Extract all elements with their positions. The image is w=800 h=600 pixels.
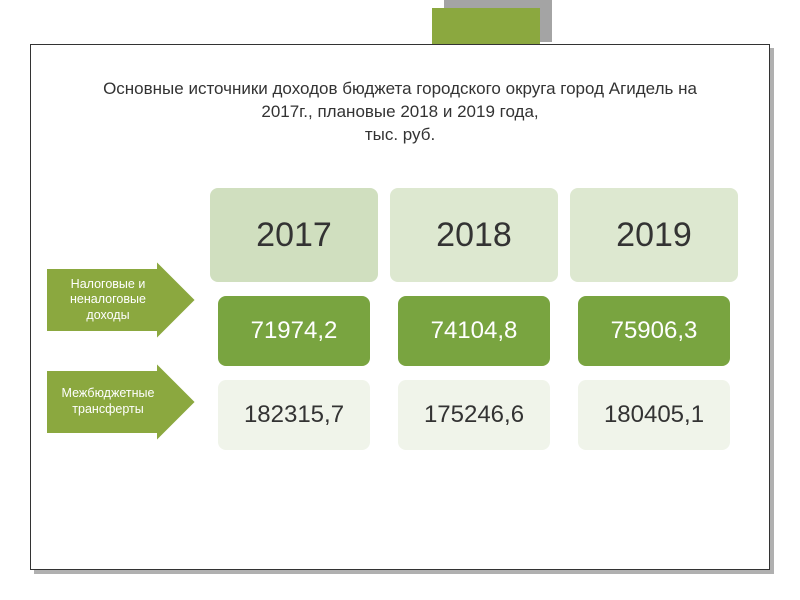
column-2019: 2019 75906,3 180405,1: [570, 188, 738, 450]
arrow-label-1: Налоговые и неналоговые доходы: [54, 260, 162, 340]
title-line-2: 2017г., плановые 2018 и 2019 года,: [261, 102, 538, 121]
corner-decoration: [432, 0, 552, 50]
year-header: 2017: [210, 188, 378, 282]
column-2018: 2018 74104,8 175246,6: [390, 188, 558, 450]
year-header: 2018: [390, 188, 558, 282]
arrow-transfers: Межбюджетные трансферты: [46, 362, 196, 442]
column-2017: 2017 71974,2 182315,7: [210, 188, 378, 450]
value-transfers-2018: 175246,6: [398, 380, 550, 450]
value-transfers-2017: 182315,7: [218, 380, 370, 450]
arrow-label-2: Межбюджетные трансферты: [54, 362, 162, 442]
slide-title: Основные источники доходов бюджета город…: [50, 78, 750, 147]
arrow-tax-income: Налоговые и неналоговые доходы: [46, 260, 196, 340]
year-header: 2019: [570, 188, 738, 282]
title-line-3: тыс. руб.: [365, 125, 435, 144]
year-columns: 2017 71974,2 182315,7 2018 74104,8 17524…: [210, 188, 738, 450]
value-tax-2017: 71974,2: [218, 296, 370, 366]
category-arrows: Налоговые и неналоговые доходы Межбюджет…: [46, 260, 196, 464]
value-transfers-2019: 180405,1: [578, 380, 730, 450]
title-line-1: Основные источники доходов бюджета город…: [103, 79, 697, 98]
value-tax-2019: 75906,3: [578, 296, 730, 366]
value-tax-2018: 74104,8: [398, 296, 550, 366]
